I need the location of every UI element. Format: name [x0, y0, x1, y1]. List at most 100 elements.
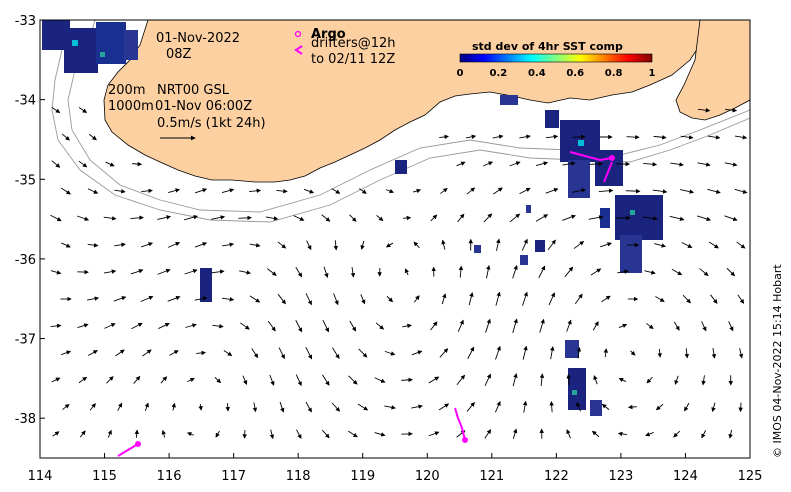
- current-vector: [576, 346, 582, 359]
- current-vector: [107, 429, 112, 438]
- current-vector: [103, 269, 117, 274]
- current-vector: [441, 239, 446, 250]
- current-vector: [401, 377, 413, 383]
- current-vector: [535, 214, 549, 222]
- current-vector: [331, 188, 341, 194]
- current-vector: [374, 377, 386, 383]
- current-vector: [278, 347, 285, 360]
- isobath-1000-label: 1000m: [108, 99, 154, 114]
- current-vector: [184, 215, 199, 221]
- current-vector: [186, 432, 194, 437]
- lat-tick-label: -36: [15, 253, 36, 268]
- current-vector: [440, 187, 448, 194]
- current-vector: [267, 268, 277, 276]
- current-vector: [522, 345, 528, 360]
- current-vector: [701, 375, 706, 386]
- current-vector: [239, 270, 252, 275]
- current-vector: [512, 373, 518, 387]
- current-vector: [76, 215, 90, 221]
- isobath-200-label: 200m: [108, 83, 145, 98]
- current-vector: [411, 404, 423, 409]
- current-vector: [617, 269, 629, 274]
- lon-tick-label: 122: [544, 469, 569, 484]
- current-vector: [196, 350, 207, 356]
- current-vector: [51, 160, 61, 168]
- current-vector: [61, 133, 70, 141]
- current-vector: [643, 162, 658, 167]
- current-vector: [699, 268, 709, 277]
- current-vector: [467, 346, 475, 359]
- current-vector: [249, 295, 261, 303]
- current-vector: [160, 376, 168, 384]
- current-vector: [88, 133, 97, 141]
- current-vector: [485, 318, 491, 333]
- colorbar-tick-label: 1: [649, 68, 656, 79]
- argo-marker-icon: [294, 30, 302, 38]
- current-vector: [115, 349, 125, 357]
- current-vector: [671, 268, 683, 276]
- lon-tick-label: 125: [738, 469, 763, 484]
- current-vector: [646, 323, 654, 330]
- current-vector: [738, 402, 743, 413]
- sst-stddev-patches: [42, 20, 663, 416]
- current-vector: [519, 134, 531, 139]
- current-vector: [52, 431, 60, 437]
- current-vector: [673, 321, 680, 331]
- current-vector: [167, 295, 181, 302]
- current-vector: [495, 345, 501, 360]
- current-vector: [413, 241, 420, 249]
- current-vector: [277, 241, 287, 249]
- current-vector: [618, 323, 628, 328]
- current-vector: [492, 134, 504, 139]
- longitude-axis: 114 115 116 117 118 119 120 121 122 123 124 125: [28, 453, 763, 484]
- current-vector: [348, 375, 358, 385]
- current-vector: [496, 238, 501, 251]
- current-vector: [566, 429, 571, 439]
- current-vector: [566, 373, 571, 386]
- current-vector: [724, 162, 738, 167]
- current-vector: [321, 214, 331, 222]
- current-vector: [627, 404, 637, 410]
- current-vector: [113, 296, 127, 302]
- date-label: 01-Nov-2022: [156, 31, 240, 46]
- current-vector: [184, 269, 198, 275]
- current-vector: [142, 349, 152, 357]
- colorbar-tick-label: 0.2: [490, 68, 508, 79]
- current-vector: [617, 431, 627, 437]
- current-vector: [358, 348, 368, 358]
- current-vector: [87, 296, 100, 301]
- current-vector: [486, 265, 491, 279]
- current-vector: [88, 350, 98, 356]
- current-vector: [439, 134, 449, 140]
- current-vector: [589, 161, 603, 167]
- current-vector: [549, 346, 555, 360]
- current-vector: [60, 187, 71, 195]
- current-vector: [539, 318, 545, 333]
- current-vector: [167, 241, 181, 248]
- current-vector: [601, 403, 610, 411]
- current-vector: [104, 323, 116, 329]
- current-vector: [512, 264, 518, 279]
- current-vector: [441, 293, 447, 305]
- current-vector: [386, 295, 394, 303]
- current-vector: [573, 240, 585, 249]
- current-vector: [734, 135, 748, 140]
- current-vector: [626, 134, 640, 140]
- current-vector: [194, 296, 208, 301]
- current-vector: [512, 428, 518, 439]
- current-vector: [679, 189, 695, 194]
- current-vector: [403, 215, 412, 221]
- lat-tick-label: -35: [15, 173, 36, 188]
- current-vector: [566, 319, 572, 332]
- current-vector: [279, 401, 285, 413]
- current-vector: [269, 429, 275, 440]
- current-vector: [50, 323, 62, 329]
- current-vector: [295, 320, 303, 333]
- current-vector: [535, 161, 549, 166]
- current-vector: [215, 430, 220, 438]
- current-vector: [221, 297, 235, 302]
- current-vector: [187, 377, 195, 383]
- current-vector: [305, 401, 312, 413]
- current-vector: [456, 374, 466, 386]
- current-vector: [458, 265, 464, 278]
